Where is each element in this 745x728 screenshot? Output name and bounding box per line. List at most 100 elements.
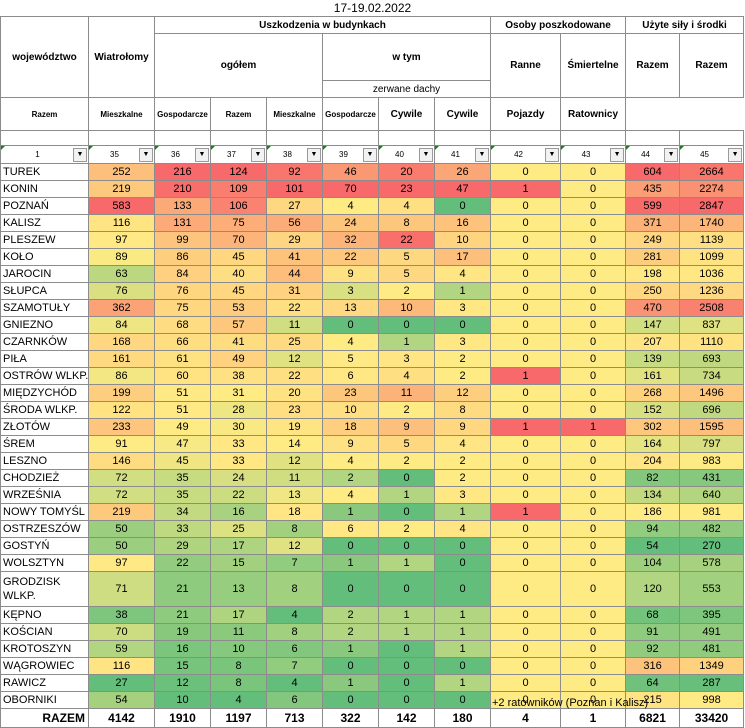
county-name: POZNAŃ — [0, 197, 89, 215]
value-cell: 1 — [433, 282, 492, 300]
column-filter-cell: 44 ▼ — [625, 145, 681, 164]
county-name: NOWY TOMYŚL — [0, 503, 89, 521]
value-cell: 28 — [210, 401, 267, 419]
value-cell: 0 — [490, 640, 562, 658]
subheader-razem-ogolem: Razem — [0, 97, 89, 131]
header-uszkodzenia: Uszkodzenia w budynkach — [153, 16, 492, 34]
value-cell: 1740 — [679, 214, 745, 232]
value-cell: 9 — [378, 418, 435, 436]
value-cell: 0 — [378, 469, 435, 487]
value-cell: 97 — [88, 554, 155, 572]
filter-dropdown-icon[interactable]: ▼ — [728, 148, 743, 162]
county-name: ŚREM — [0, 435, 89, 453]
value-cell: 4 — [433, 520, 492, 538]
value-cell: 0 — [560, 384, 627, 402]
value-cell: 124 — [210, 163, 267, 181]
totals-label: RAZEM — [0, 708, 89, 728]
value-cell: 491 — [679, 623, 745, 641]
value-cell: 4 — [433, 435, 492, 453]
value-cell: 38 — [210, 367, 267, 385]
filter-dropdown-icon[interactable]: ▼ — [545, 148, 560, 162]
table-row: PLESZEW 97 99 70 29 32 22 10 0 0 249 1139 — [0, 231, 745, 249]
subheader-mieszkalne-dachy: Mieszkalne — [266, 97, 323, 131]
spacer-cell — [322, 130, 379, 146]
value-cell: 4 — [210, 691, 267, 709]
table-row: TUREK 252 216 124 92 46 20 26 0 0 604 2664 — [0, 163, 745, 181]
spacer-cell — [433, 130, 492, 146]
value-cell: 131 — [154, 214, 211, 232]
value-cell: 92 — [625, 640, 681, 658]
value-cell: 362 — [88, 299, 155, 317]
value-cell: 75 — [210, 214, 267, 232]
filter-dropdown-icon[interactable]: ▼ — [307, 148, 321, 162]
value-cell: 35 — [154, 486, 211, 504]
filter-marker-icon — [626, 146, 631, 150]
filter-dropdown-icon[interactable]: ▼ — [610, 148, 625, 162]
value-cell: 51 — [154, 401, 211, 419]
filter-dropdown-icon[interactable]: ▼ — [419, 148, 433, 162]
value-cell: 63 — [88, 265, 155, 283]
value-cell: 54 — [88, 691, 155, 709]
table-row: WOLSZTYN 97 22 15 7 1 1 0 0 0 104 578 — [0, 554, 745, 572]
filter-marker-icon — [211, 146, 215, 150]
value-cell: 7 — [266, 554, 323, 572]
header-wiatrolomy: Wiatrołomy — [88, 16, 155, 98]
value-cell: 16 — [210, 503, 267, 521]
column-filter-cell: 43 ▼ — [560, 145, 627, 164]
value-cell: 693 — [679, 350, 745, 368]
column-number: 1 — [35, 150, 40, 159]
value-cell: 41 — [266, 248, 323, 266]
column-number: 38 — [283, 150, 292, 159]
column-filter-cell: 42 ▼ — [490, 145, 562, 164]
value-cell: 10 — [210, 640, 267, 658]
table-row: PIŁA 161 61 49 12 5 3 2 0 0 139 693 — [0, 350, 745, 368]
county-name: OSTRÓW WLKP. — [0, 367, 89, 385]
value-cell: 0 — [490, 554, 562, 572]
value-cell: 0 — [378, 503, 435, 521]
filter-marker-icon — [561, 146, 566, 150]
table-row: ŚRODA WLKP. 122 51 28 23 10 2 8 0 0 152 696 — [0, 401, 745, 419]
value-cell: 287 — [679, 674, 745, 692]
value-cell: 64 — [625, 674, 681, 692]
value-cell: 837 — [679, 316, 745, 334]
value-cell: 0 — [560, 520, 627, 538]
value-cell: 29 — [266, 231, 323, 249]
header-zerwane-dachy: zerwane dachy — [321, 80, 492, 98]
county-name: KALISZ — [0, 214, 89, 232]
value-cell: 1 — [433, 606, 492, 624]
filter-dropdown-icon[interactable]: ▼ — [195, 148, 209, 162]
filter-dropdown-icon[interactable]: ▼ — [664, 148, 679, 162]
filter-dropdown-icon[interactable]: ▼ — [363, 148, 377, 162]
filter-dropdown-icon[interactable]: ▼ — [475, 148, 490, 162]
table-row: KĘPNO 38 21 17 4 2 1 1 0 0 68 395 — [0, 606, 745, 624]
value-cell: 3 — [433, 299, 492, 317]
county-name: PIŁA — [0, 350, 89, 368]
spacer-cell — [625, 130, 681, 146]
total-value-cell: 1910 — [154, 708, 211, 728]
value-cell: 0 — [490, 316, 562, 334]
value-cell: 13 — [210, 571, 267, 607]
value-cell: 210 — [154, 180, 211, 198]
value-cell: 0 — [560, 248, 627, 266]
total-value-cell: 713 — [266, 708, 323, 728]
value-cell: 21 — [154, 571, 211, 607]
value-cell: 25 — [266, 333, 323, 351]
value-cell: 161 — [625, 367, 681, 385]
value-cell: 86 — [154, 248, 211, 266]
value-cell: 116 — [88, 214, 155, 232]
filter-dropdown-icon[interactable]: ▼ — [251, 148, 265, 162]
header-razem-sily: Razem — [625, 33, 681, 98]
table-row: KOŚCIAN 70 19 11 8 2 1 1 0 0 91 491 — [0, 623, 745, 641]
value-cell: 0 — [560, 316, 627, 334]
column-number: 39 — [339, 150, 348, 159]
value-cell: 0 — [490, 231, 562, 249]
filter-dropdown-icon[interactable]: ▼ — [139, 148, 153, 162]
value-cell: 6 — [266, 691, 323, 709]
value-cell: 7 — [266, 657, 323, 675]
value-cell: 22 — [266, 299, 323, 317]
filter-dropdown-icon[interactable]: ▼ — [73, 148, 87, 162]
value-cell: 0 — [490, 265, 562, 283]
value-cell: 109 — [210, 180, 267, 198]
value-cell: 8 — [266, 623, 323, 641]
value-cell: 470 — [625, 299, 681, 317]
